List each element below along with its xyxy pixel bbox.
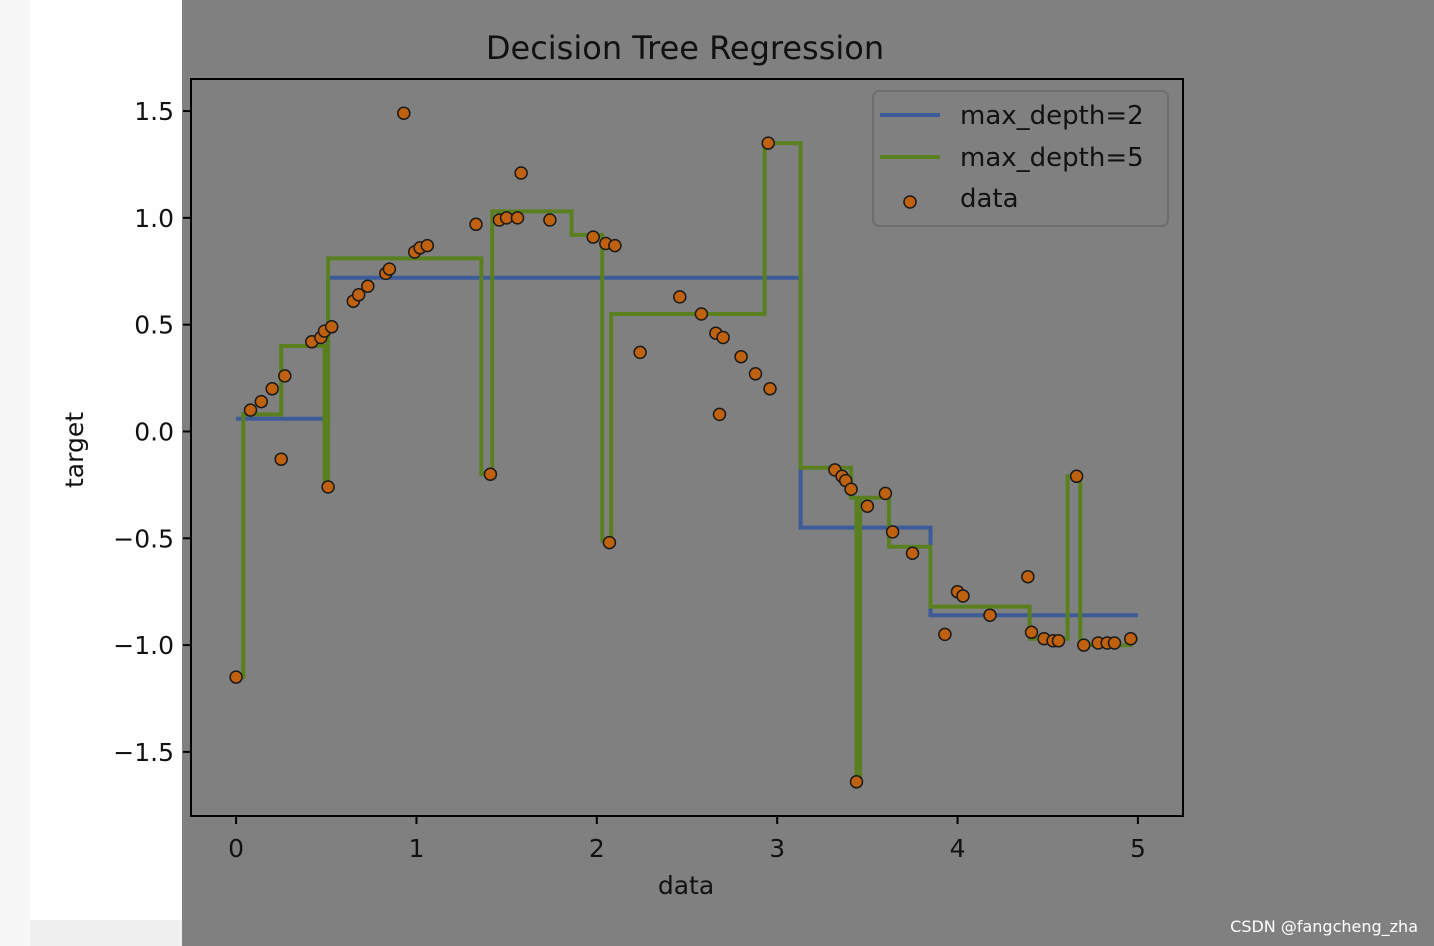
y-tick-label: 1.0 (134, 204, 174, 233)
data-point (1107, 636, 1122, 650)
data-point (278, 369, 292, 383)
data-point (844, 482, 858, 496)
data-point (885, 525, 900, 539)
data-point (608, 238, 622, 253)
watermark: CSDN @fangcheng_zha (1230, 917, 1418, 936)
left-background-panel (30, 0, 182, 920)
x-tick-label: 1 (409, 834, 425, 863)
data-point (878, 486, 893, 501)
legend-label-data: data (960, 184, 1019, 214)
data-point (633, 345, 647, 360)
data-point (716, 330, 730, 345)
data-point (860, 499, 875, 513)
data-point (905, 546, 920, 560)
x-axis: 0 1 2 3 4 5 (228, 816, 1146, 863)
data-point (734, 349, 748, 364)
y-tick-label: −1.5 (113, 738, 174, 767)
y-tick-label: −1.0 (113, 631, 174, 660)
y-tick-label: −0.5 (113, 524, 174, 553)
data-point (382, 262, 397, 276)
data-point (420, 238, 435, 253)
data-point (956, 589, 970, 603)
axes-frame (190, 78, 1184, 817)
data-point (761, 136, 775, 150)
left-background-footer (30, 920, 182, 946)
x-tick-label: 3 (769, 834, 785, 863)
left-background-strip (0, 0, 30, 946)
y-tick-label: 0.0 (134, 417, 174, 446)
legend: max_depth=2 max_depth=5 data (872, 90, 1169, 227)
legend-swatch-data (903, 195, 917, 209)
x-tick-label: 4 (950, 834, 966, 863)
data-point (712, 407, 727, 422)
data-point (1021, 569, 1035, 584)
x-tick-label: 2 (589, 834, 605, 863)
data-point (469, 217, 483, 232)
x-tick-label: 0 (228, 834, 244, 863)
series-line-max-depth-2 (236, 275, 1138, 618)
legend-label-max-depth-2: max_depth=2 (960, 101, 1144, 131)
y-axis: 1.5 1.0 0.5 0.0 −0.5 −1.0 −1.5 (113, 97, 191, 767)
y-axis-label: target (60, 412, 89, 488)
data-point (849, 775, 864, 789)
x-tick-label: 5 (1130, 834, 1146, 863)
data-point (229, 670, 243, 684)
data-point (1024, 625, 1039, 640)
plot-area (229, 106, 1138, 789)
legend-box (872, 90, 1169, 227)
data-point (602, 535, 617, 550)
data-point (514, 166, 528, 180)
data-point (586, 230, 600, 244)
data-point (483, 467, 498, 481)
legend-label-max-depth-5: max_depth=5 (960, 143, 1144, 173)
data-point (274, 452, 288, 466)
series-line-max-depth-5 (236, 141, 1138, 784)
data-point (321, 480, 335, 494)
data-point (748, 367, 763, 381)
data-point (1077, 638, 1091, 652)
data-point (510, 211, 525, 225)
data-point (397, 106, 411, 120)
data-point (1069, 469, 1084, 484)
data-point (694, 307, 709, 321)
data-point (254, 394, 269, 409)
data-point (351, 288, 366, 302)
data-point (324, 320, 339, 334)
data-point (1123, 631, 1138, 646)
data-point (763, 382, 777, 396)
y-tick-label: 0.5 (134, 311, 174, 340)
data-point (983, 608, 997, 622)
x-axis-label: data (658, 871, 714, 900)
data-point (673, 290, 687, 304)
data-point (938, 627, 952, 642)
chart-title: Decision Tree Regression (486, 29, 884, 67)
data-point (265, 382, 279, 396)
data-point (1051, 634, 1066, 648)
data-point (543, 213, 557, 227)
y-tick-label: 1.5 (134, 97, 174, 126)
data-point (361, 279, 375, 293)
data-point (243, 403, 258, 417)
